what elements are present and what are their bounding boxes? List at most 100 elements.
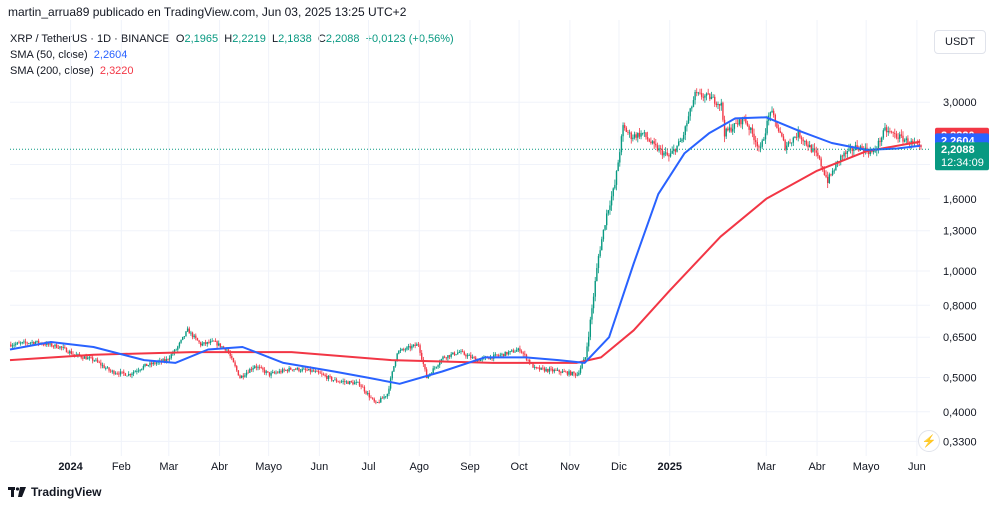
candle-body (386, 393, 389, 397)
candle-body (874, 150, 876, 152)
candle-body (51, 343, 53, 347)
candle-body (722, 102, 724, 120)
candle-body (884, 127, 886, 131)
candle-body (49, 343, 51, 345)
candle-body (547, 368, 549, 372)
tradingview-logo[interactable]: TradingView (8, 485, 101, 499)
candle-body (881, 137, 883, 142)
candle-body (594, 280, 596, 297)
candle-body (106, 367, 109, 369)
candle-body (696, 92, 698, 93)
candle-body (579, 368, 582, 373)
candle-body (736, 123, 739, 125)
candle-body (203, 342, 205, 344)
sma200-row[interactable]: SMA (200, close) 2,3220 (10, 63, 454, 79)
candle-body (753, 133, 755, 141)
candle-body (268, 372, 271, 376)
candle-body (709, 93, 711, 100)
candle-body (213, 340, 215, 342)
candle-body (37, 340, 40, 344)
candle-body (520, 351, 523, 353)
candle-body (73, 354, 76, 356)
candle-body (894, 132, 896, 134)
candle-body (136, 371, 138, 372)
candle-body (748, 125, 750, 130)
candle-body (612, 188, 614, 197)
candle-body (496, 354, 498, 356)
candle-body (640, 133, 642, 137)
candle-body (448, 355, 451, 357)
candle-body (126, 375, 128, 377)
candle-body (147, 365, 150, 366)
candle-body (434, 367, 436, 369)
candle-body (458, 352, 461, 353)
candle-body (817, 152, 819, 157)
candle-body (294, 369, 297, 371)
candle-body (16, 342, 19, 344)
candle-body (232, 358, 235, 363)
candle-body (283, 369, 285, 371)
candle-body (412, 344, 415, 346)
candle-body (177, 346, 179, 350)
candle-body (610, 196, 613, 206)
candle-body (118, 373, 120, 375)
candle-body (830, 174, 832, 176)
candle-body (666, 152, 668, 156)
candle-body (18, 342, 20, 344)
candle-body (409, 346, 411, 349)
candle-body (920, 145, 922, 148)
candle-body (105, 368, 107, 369)
candle-body (244, 375, 246, 377)
candle-body (512, 350, 515, 353)
candle-body (345, 381, 348, 383)
candle-body (255, 366, 258, 368)
chart-legend: XRP / TetherUS · 1D · BINANCE O2,1965 H2… (10, 31, 454, 79)
candle-body (632, 137, 634, 140)
candle-body (208, 342, 210, 343)
candle-body (432, 368, 434, 374)
candle-body (285, 369, 287, 371)
candle-body (93, 360, 96, 362)
candle-body (627, 131, 629, 133)
candle-body (653, 141, 655, 144)
candle-body (889, 131, 891, 132)
x-tick-label: Jun (908, 461, 926, 473)
candle-body (673, 149, 675, 151)
candle-body (574, 373, 577, 376)
sma50-row[interactable]: SMA (50, close) 2,2604 (10, 47, 454, 63)
x-tick-label: Sep (460, 461, 480, 473)
candle-body (365, 391, 367, 394)
candle-body (556, 369, 559, 371)
candle-body (100, 362, 102, 366)
candle-body (679, 141, 682, 143)
candle-body (411, 345, 413, 349)
candle-body (660, 148, 662, 150)
currency-button[interactable]: USDT (934, 30, 986, 54)
candle-body (723, 119, 726, 137)
candle-body (715, 103, 718, 106)
candle-body (401, 348, 403, 351)
symbol-row[interactable]: XRP / TetherUS · 1D · BINANCE O2,1965 H2… (10, 31, 454, 47)
candle-body (784, 140, 786, 150)
candle-body (912, 140, 914, 143)
candle-body (352, 382, 354, 385)
candle-body (95, 359, 97, 361)
candle-body (276, 372, 279, 374)
x-tick-label: Jun (311, 461, 329, 473)
lightning-icon[interactable]: ⚡ (918, 430, 940, 452)
candle-body (517, 348, 519, 351)
candle-body (360, 385, 362, 387)
candle-body (216, 341, 218, 346)
candle-body (103, 365, 105, 369)
candle-body (167, 359, 169, 360)
candle-body (507, 352, 510, 355)
candle-body (807, 144, 809, 148)
candle-body (799, 130, 801, 138)
candle-body (329, 375, 331, 377)
candle-body (168, 358, 171, 360)
candle-body (471, 357, 474, 358)
candle-body (820, 158, 822, 167)
candle-body (23, 341, 25, 343)
